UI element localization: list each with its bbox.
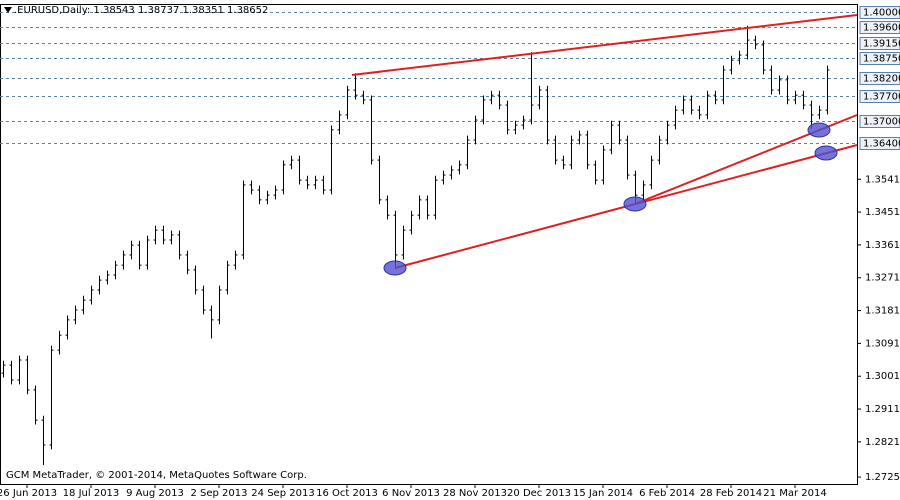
- level-label: 1.39150: [863, 39, 900, 50]
- y-tick-label: 1.32715: [865, 273, 900, 284]
- y-tick-label: 1.30915: [865, 338, 900, 349]
- y-tick-label: 1.28215: [865, 437, 900, 448]
- y-tick-label: 1.31815: [865, 306, 900, 317]
- level-label: 1.38750: [863, 54, 900, 65]
- x-tick-label: 24 Sep 2013: [251, 488, 314, 499]
- x-tick-label: 28 Nov 2013: [443, 488, 507, 499]
- y-tick-label: 1.30015: [865, 371, 900, 382]
- plot-frame: [0, 4, 858, 485]
- x-tick-label: 16 Oct 2013: [316, 488, 378, 499]
- level-label-box: [859, 6, 900, 19]
- marker: [807, 122, 831, 138]
- level-label: 1.39600: [863, 23, 900, 34]
- x-tick-label: 6 Feb 2014: [639, 488, 695, 499]
- level-label-box: [859, 21, 900, 34]
- chart-title: .EURUSD,Daily: 1.38543 1.38737 1.38351 1…: [14, 5, 268, 16]
- marker: [623, 196, 647, 212]
- level-label-box: [859, 37, 900, 50]
- x-tick-label: 18 Jul 2013: [63, 488, 120, 499]
- x-tick-label: 26 Jun 2013: [0, 488, 57, 499]
- bars: [1, 25, 830, 466]
- markers: [383, 122, 838, 276]
- y-tick-label: 1.33615: [865, 240, 900, 251]
- x-tick-label: 15 Jan 2014: [573, 488, 633, 499]
- x-tick-label: 9 Aug 2013: [126, 488, 184, 499]
- marker: [383, 260, 407, 276]
- level-label-box: [859, 115, 900, 128]
- level-label: 1.36400: [863, 139, 900, 150]
- y-tick-label: 1.34515: [865, 207, 900, 218]
- menu-icon[interactable]: [4, 7, 12, 13]
- level-label-box: [859, 137, 900, 150]
- level-label: 1.38200: [863, 74, 900, 85]
- level-label-box: [859, 52, 900, 65]
- footer: GCM MetaTrader, © 2001-2014, MetaQuotes …: [6, 470, 307, 481]
- levels: [0, 12, 857, 144]
- level-label: 1.40000: [863, 8, 900, 19]
- level-label: 1.37700: [863, 92, 900, 103]
- x-tick-label: 2 Sep 2013: [190, 488, 247, 499]
- y-tick-label: 1.29115: [865, 404, 900, 415]
- x-tick-label: 6 Nov 2013: [382, 488, 440, 499]
- trend-line: [351, 14, 858, 76]
- level-label-box: [859, 90, 900, 103]
- level-label: 1.37000: [863, 117, 900, 128]
- x-tick-label: 21 Mar 2014: [763, 488, 826, 499]
- marker: [814, 145, 838, 161]
- x-tick-label: 20 Dec 2013: [507, 488, 571, 499]
- y-tick-label: 1.27250: [865, 472, 900, 483]
- level-label-box: [859, 72, 900, 85]
- y-tick-label: 1.35415: [865, 174, 900, 185]
- x-tick-label: 28 Feb 2014: [700, 488, 762, 499]
